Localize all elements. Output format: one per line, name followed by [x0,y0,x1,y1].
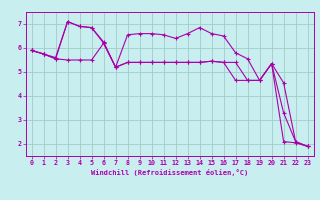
X-axis label: Windchill (Refroidissement éolien,°C): Windchill (Refroidissement éolien,°C) [91,169,248,176]
